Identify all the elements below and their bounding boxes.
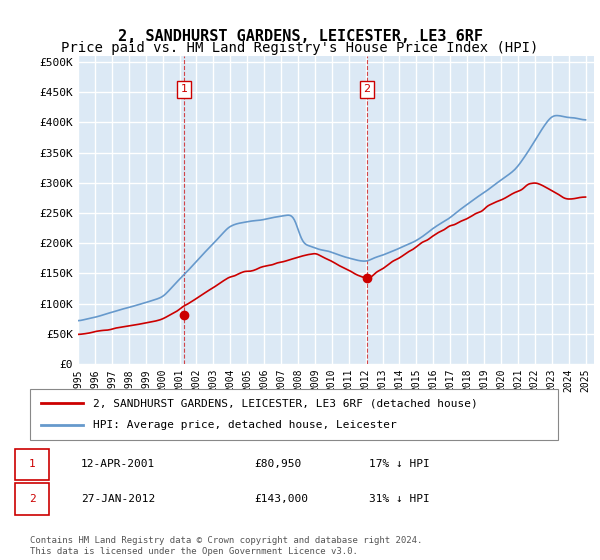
FancyBboxPatch shape [15, 449, 49, 480]
Text: 2, SANDHURST GARDENS, LEICESTER, LE3 6RF (detached house): 2, SANDHURST GARDENS, LEICESTER, LE3 6RF… [94, 398, 478, 408]
Text: 17% ↓ HPI: 17% ↓ HPI [369, 459, 430, 469]
Text: 12-APR-2001: 12-APR-2001 [81, 459, 155, 469]
Text: 2, SANDHURST GARDENS, LEICESTER, LE3 6RF: 2, SANDHURST GARDENS, LEICESTER, LE3 6RF [118, 29, 482, 44]
Text: £143,000: £143,000 [254, 494, 308, 504]
Text: Price paid vs. HM Land Registry's House Price Index (HPI): Price paid vs. HM Land Registry's House … [61, 41, 539, 55]
Text: 2: 2 [29, 494, 35, 504]
FancyBboxPatch shape [15, 483, 49, 515]
Text: 1: 1 [181, 84, 188, 94]
FancyBboxPatch shape [30, 389, 558, 440]
Text: 31% ↓ HPI: 31% ↓ HPI [369, 494, 430, 504]
Text: HPI: Average price, detached house, Leicester: HPI: Average price, detached house, Leic… [94, 421, 397, 431]
Text: 27-JAN-2012: 27-JAN-2012 [81, 494, 155, 504]
Text: 2: 2 [363, 84, 370, 94]
Text: Contains HM Land Registry data © Crown copyright and database right 2024.
This d: Contains HM Land Registry data © Crown c… [30, 536, 422, 556]
Text: £80,950: £80,950 [254, 459, 301, 469]
Text: 1: 1 [29, 459, 35, 469]
